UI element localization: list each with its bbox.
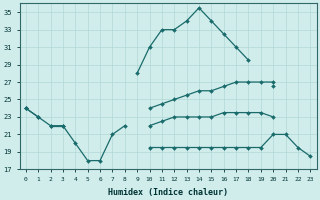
X-axis label: Humidex (Indice chaleur): Humidex (Indice chaleur) xyxy=(108,188,228,197)
